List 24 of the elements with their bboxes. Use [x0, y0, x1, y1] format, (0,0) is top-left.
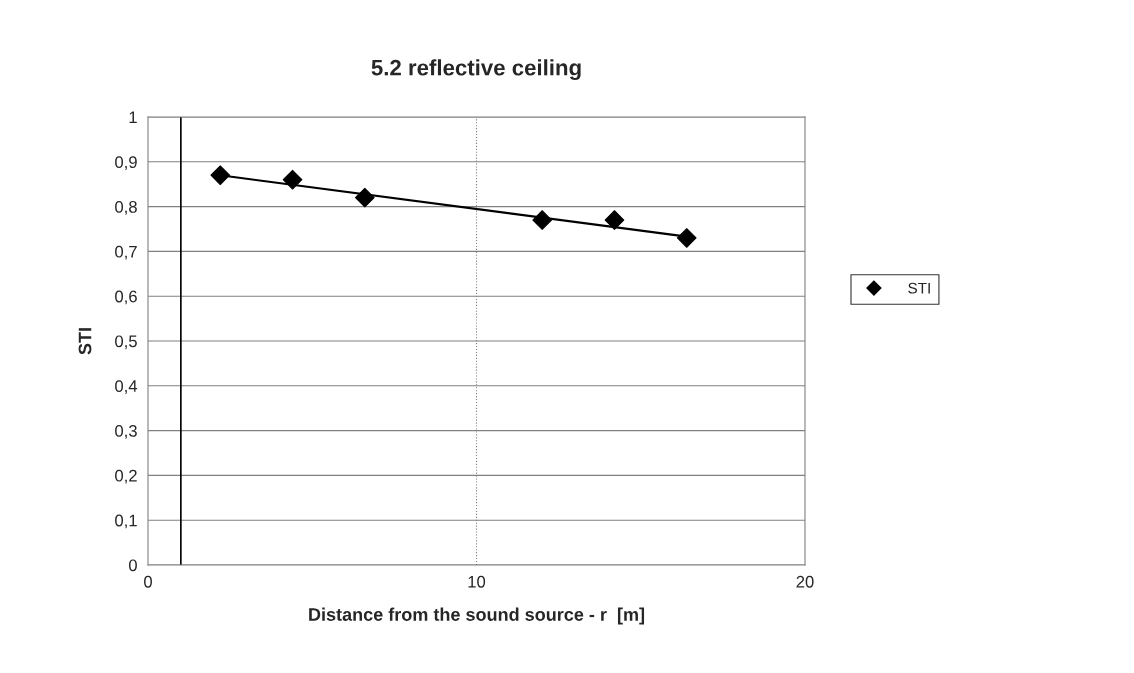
x-axis-title: Distance from the sound source - r [m] — [309, 607, 645, 625]
point — [676, 228, 697, 248]
y-tick-label: 0,2 — [115, 469, 137, 484]
y-tick-label: 0,9 — [115, 156, 137, 170]
y-tick-label: 0,4 — [115, 380, 138, 394]
point — [282, 169, 303, 190]
y-tick-label: 0,1 — [115, 514, 137, 529]
y-tick-label: 0,7 — [115, 245, 137, 260]
x-tick-label: 0 — [144, 575, 152, 588]
y-axis-title: STI — [78, 328, 92, 355]
point — [532, 210, 553, 230]
y-tick-label: 0 — [128, 559, 137, 572]
point — [210, 165, 231, 186]
chart-title: 5.2 reflective ceiling — [371, 59, 581, 81]
y-tick-label: 0,8 — [115, 201, 137, 215]
y-tick-label: 1 — [129, 111, 137, 124]
y-tick-label: 0,5 — [115, 335, 137, 350]
y-tick-label: 0,6 — [115, 290, 137, 305]
x-tick-label: 20 — [796, 575, 814, 588]
point — [604, 210, 625, 230]
x-tick-label: 10 — [468, 575, 486, 588]
point — [354, 187, 375, 208]
legend-label: STI — [908, 282, 930, 294]
y-tick-label: 0,3 — [115, 425, 137, 439]
